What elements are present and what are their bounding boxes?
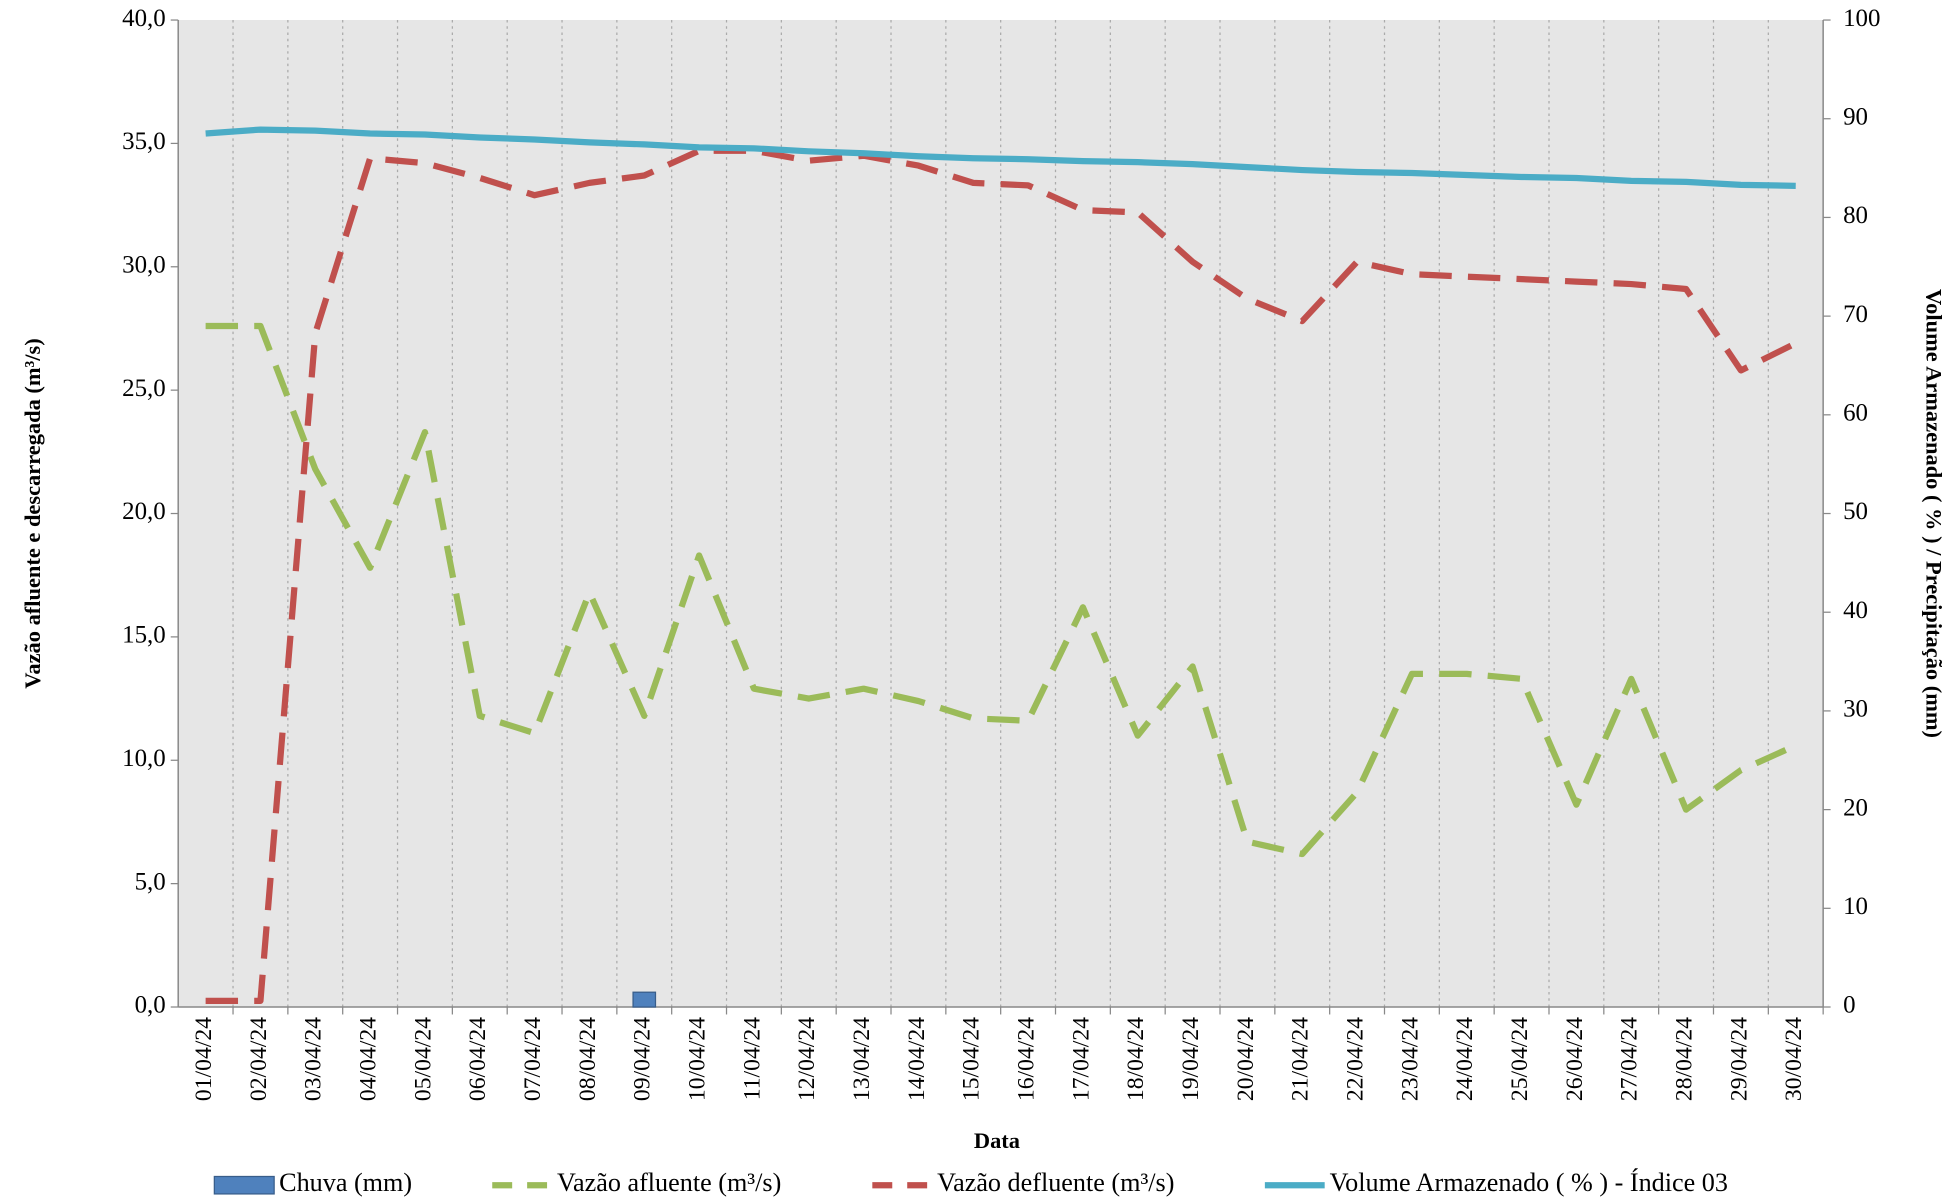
x-tick-label: 17/04/24 — [1068, 1017, 1094, 1101]
series-line — [205, 322, 1798, 858]
y-tick-label: 20,0 — [122, 498, 166, 525]
x-tick-label: 14/04/24 — [904, 1017, 930, 1101]
x-tick-label: 29/04/24 — [1726, 1017, 1752, 1101]
series-line — [205, 147, 1798, 1004]
x-tick-label: 12/04/24 — [794, 1017, 820, 1101]
x-tick-label: 03/04/24 — [301, 1017, 327, 1101]
x-tick-label: 09/04/24 — [630, 1017, 656, 1101]
y2-tick-label: 30 — [1843, 696, 1868, 723]
y2-tick-label: 80 — [1843, 202, 1868, 229]
x-tick-label: 21/04/24 — [1288, 1017, 1314, 1101]
y2-axis-title: Volume Armazenado ( % ) / Precipitação (… — [1921, 289, 1946, 738]
legend-label: Vazão defluente (m³/s) — [937, 1168, 1174, 1197]
x-tick-label: 06/04/24 — [465, 1017, 491, 1101]
y2-tick-label: 0 — [1843, 992, 1855, 1019]
x-tick-label: 30/04/24 — [1781, 1017, 1807, 1101]
x-tick-label: 27/04/24 — [1617, 1017, 1643, 1101]
x-tick-label: 20/04/24 — [1233, 1017, 1259, 1101]
x-tick-label: 19/04/24 — [1178, 1017, 1204, 1101]
x-tick-label: 26/04/24 — [1562, 1017, 1588, 1101]
y-tick-label: 5,0 — [135, 868, 166, 895]
x-tick-label: 28/04/24 — [1672, 1017, 1698, 1101]
legend-label: Volume Armazenado ( % ) - Índice 03 — [1330, 1168, 1728, 1197]
legend-label: Chuva (mm) — [279, 1168, 412, 1197]
x-tick-label: 18/04/24 — [1123, 1017, 1149, 1101]
y-tick-label: 10,0 — [122, 745, 166, 772]
x-tick-label: 04/04/24 — [356, 1017, 382, 1101]
x-tick-label: 22/04/24 — [1343, 1017, 1369, 1101]
x-tick-label: 15/04/24 — [959, 1017, 985, 1101]
x-tick-label: 16/04/24 — [1014, 1017, 1040, 1101]
x-tick-label: 07/04/24 — [520, 1017, 546, 1101]
y2-tick-label: 40 — [1843, 597, 1868, 624]
y-tick-label: 15,0 — [122, 622, 166, 649]
y-tick-label: 25,0 — [122, 375, 166, 402]
y-axis-title: Vazão afluente e descarregada (m³/s) — [20, 338, 45, 688]
y-tick-label: 35,0 — [122, 128, 166, 155]
legend-swatch — [213, 1175, 275, 1195]
x-tick-label: 05/04/24 — [410, 1017, 436, 1101]
x-tick-label: 11/04/24 — [739, 1017, 765, 1100]
x-tick-label: 25/04/24 — [1507, 1017, 1533, 1101]
y-tick-label: 0,0 — [135, 992, 166, 1019]
y2-tick-label: 50 — [1843, 498, 1868, 525]
y2-tick-label: 20 — [1843, 794, 1868, 821]
x-tick-label: 02/04/24 — [246, 1017, 272, 1101]
y2-tick-label: 100 — [1843, 5, 1880, 32]
x-tick-label: 13/04/24 — [849, 1017, 875, 1101]
legend-label: Vazão afluente (m³/s) — [557, 1168, 781, 1197]
x-tick-label: 10/04/24 — [685, 1017, 711, 1101]
x-tick-label: 08/04/24 — [575, 1017, 601, 1101]
rain-bar — [632, 991, 657, 1008]
y2-tick-label: 60 — [1843, 400, 1868, 427]
y2-tick-label: 90 — [1843, 103, 1868, 130]
y2-tick-label: 70 — [1843, 301, 1868, 328]
series-line — [205, 126, 1796, 189]
y-tick-label: 30,0 — [122, 251, 166, 278]
x-axis-title: Data — [974, 1128, 1020, 1153]
x-tick-label: 23/04/24 — [1397, 1017, 1423, 1101]
y-tick-label: 40,0 — [122, 5, 166, 32]
x-tick-label: 01/04/24 — [191, 1017, 217, 1101]
x-tick-label: 24/04/24 — [1452, 1017, 1478, 1101]
y2-tick-label: 10 — [1843, 893, 1868, 920]
